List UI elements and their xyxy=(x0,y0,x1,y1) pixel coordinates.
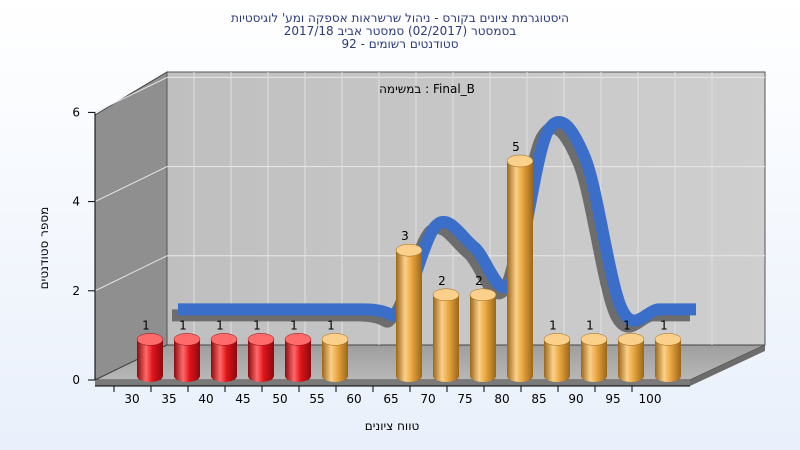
bar-value-label: 1 xyxy=(290,318,298,332)
bar-top xyxy=(395,243,423,257)
x-tick-label: 65 xyxy=(383,392,398,406)
bar-body xyxy=(507,161,533,382)
title-line-2: בסמסטר (02/2017) סמסטר אביב 2017/18 xyxy=(284,24,516,38)
x-tick-label: 85 xyxy=(531,392,546,406)
x-tick-label: 80 xyxy=(494,392,509,406)
chart-subtitle: במשימה : Final_B xyxy=(379,82,475,96)
bar-top xyxy=(210,333,238,346)
bar-body xyxy=(544,339,570,382)
bar-value-label: 1 xyxy=(623,318,631,332)
x-tick-label: 60 xyxy=(346,392,361,406)
floor-front-edge xyxy=(95,380,690,386)
y-axis: 0 2 4 6 xyxy=(72,105,96,387)
grid-line-side xyxy=(94,166,168,203)
bar-body xyxy=(655,339,681,382)
bars: 1 1 1 1 1 1 3 2 2 5 1 1 1 1 xyxy=(136,140,682,382)
bar-top xyxy=(617,333,645,346)
x-axis-label: טווח ציונים xyxy=(365,419,420,433)
bar-value-label: 1 xyxy=(142,318,150,332)
bar-top xyxy=(321,333,349,346)
bar-top xyxy=(284,333,312,346)
bar-body xyxy=(433,294,459,382)
x-tick-label: 40 xyxy=(198,392,213,406)
bar: 1 xyxy=(173,318,201,382)
bar: 1 xyxy=(580,318,608,382)
y-tick-label: 2 xyxy=(72,284,80,298)
grid-line-side xyxy=(94,255,168,292)
bar: 5 xyxy=(506,140,534,382)
bar-value-label: 2 xyxy=(438,274,446,288)
bar: 3 xyxy=(395,229,423,382)
bar-body xyxy=(322,339,348,382)
bar-value-label: 1 xyxy=(327,318,335,332)
chart-title: היסטוגרמת ציונים בקורס - ניהול שרשראות א… xyxy=(231,11,569,51)
floor-side-edge xyxy=(690,345,765,386)
x-tick-label: 35 xyxy=(161,392,176,406)
bar-top xyxy=(136,333,164,346)
bar: 1 xyxy=(284,318,312,382)
bar: 2 xyxy=(432,274,460,382)
x-tick-label: 100 xyxy=(639,392,662,406)
bar: 1 xyxy=(247,318,275,382)
bar-top xyxy=(173,333,201,346)
x-tick-label: 90 xyxy=(568,392,583,406)
bar-top xyxy=(247,333,275,346)
bar-top xyxy=(580,333,608,346)
bar-body xyxy=(618,339,644,382)
x-tick-label: 75 xyxy=(457,392,472,406)
bar-value-label: 2 xyxy=(475,274,483,288)
bar-top xyxy=(469,288,497,302)
bar: 2 xyxy=(469,274,497,382)
bar-body xyxy=(396,250,422,382)
bar-body xyxy=(285,339,311,382)
bar-body xyxy=(581,339,607,382)
bar: 1 xyxy=(136,318,164,382)
x-tick-label: 70 xyxy=(420,392,435,406)
left-wall xyxy=(94,71,168,381)
bar-body xyxy=(470,294,496,382)
bar-top xyxy=(654,333,682,346)
y-tick-label: 6 xyxy=(72,105,80,119)
bar-value-label: 1 xyxy=(216,318,224,332)
bar-top xyxy=(543,333,571,346)
bar-value-label: 1 xyxy=(179,318,187,332)
title-line-3: סטודנטים רשומים - 92 xyxy=(341,37,458,51)
bar-top xyxy=(506,154,534,168)
x-axis: 30 35 40 45 50 55 60 65 70 75 80 85 90 95 100 xyxy=(95,385,690,406)
bar-body xyxy=(174,339,200,382)
x-tick-label: 55 xyxy=(309,392,324,406)
bar-value-label: 3 xyxy=(401,229,409,243)
bar-body xyxy=(248,339,274,382)
y-axis-label: מספר סטודנטים xyxy=(37,207,51,290)
grid-line-side xyxy=(94,76,168,113)
bar: 1 xyxy=(617,318,645,382)
y-tick-label: 0 xyxy=(72,373,80,387)
bar-value-label: 1 xyxy=(586,318,594,332)
bar: 1 xyxy=(654,318,682,382)
bar-value-label: 1 xyxy=(549,318,557,332)
bar: 1 xyxy=(210,318,238,382)
title-line-1: היסטוגרמת ציונים בקורס - ניהול שרשראות א… xyxy=(231,11,569,25)
bar-top xyxy=(432,288,460,302)
bar: 1 xyxy=(321,318,349,382)
x-tick-label: 50 xyxy=(272,392,287,406)
bar-body xyxy=(137,339,163,382)
bar-value-label: 1 xyxy=(660,318,668,332)
bar-value-label: 1 xyxy=(253,318,261,332)
bar-value-label: 5 xyxy=(512,140,520,154)
bar-body xyxy=(211,339,237,382)
y-tick-label: 4 xyxy=(72,195,80,209)
bar: 1 xyxy=(543,318,571,382)
x-tick-label: 30 xyxy=(124,392,139,406)
x-tick-label: 95 xyxy=(605,392,620,406)
x-tick-label: 45 xyxy=(235,392,250,406)
